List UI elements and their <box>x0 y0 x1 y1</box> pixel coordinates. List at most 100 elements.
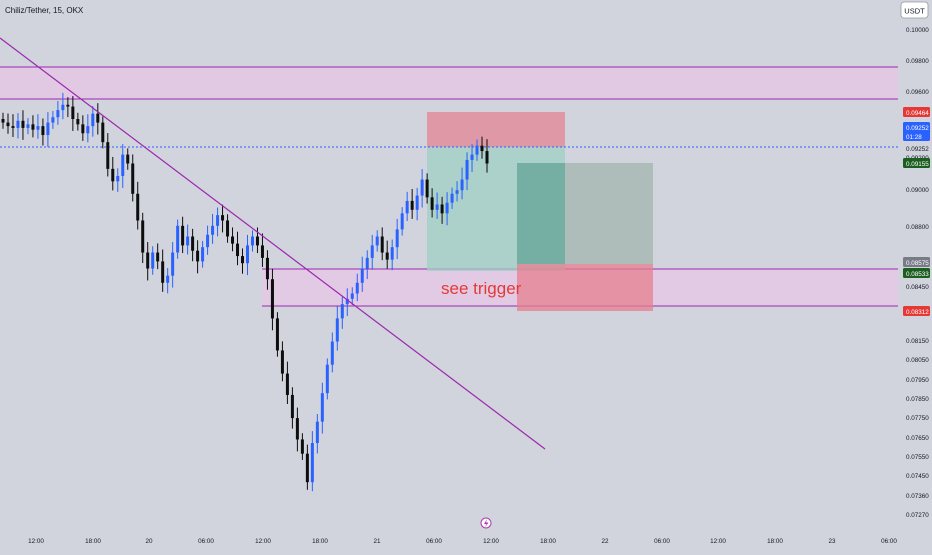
candle-body[interactable] <box>415 195 419 210</box>
candle-body[interactable] <box>36 126 40 130</box>
candle-body[interactable] <box>1 119 5 123</box>
candle-body[interactable] <box>375 236 379 246</box>
candle-body[interactable] <box>121 154 125 176</box>
candle-body[interactable] <box>46 122 50 136</box>
candle-body[interactable] <box>106 142 110 169</box>
candle-body[interactable] <box>191 236 195 251</box>
candle-body[interactable] <box>201 247 205 262</box>
candle-body[interactable] <box>440 204 444 214</box>
candle-body[interactable] <box>430 197 434 210</box>
candle-body[interactable] <box>325 364 329 394</box>
position2-stop-zone[interactable] <box>517 264 653 311</box>
candle-body[interactable] <box>86 126 90 134</box>
candle-body[interactable] <box>365 257 369 269</box>
candle-body[interactable] <box>176 225 180 253</box>
candle-body[interactable] <box>315 421 319 444</box>
candle-body[interactable] <box>71 106 75 120</box>
candle-body[interactable] <box>16 120 20 128</box>
candle-body[interactable] <box>270 279 274 319</box>
candle-body[interactable] <box>280 350 284 374</box>
candle-body[interactable] <box>475 145 479 155</box>
candle-body[interactable] <box>211 225 215 235</box>
candle-body[interactable] <box>305 453 309 483</box>
candle-body[interactable] <box>370 245 374 258</box>
candle-body[interactable] <box>136 193 140 221</box>
candle-body[interactable] <box>31 124 35 130</box>
descending-trendline[interactable] <box>0 37 546 450</box>
upper-zone[interactable] <box>0 67 898 99</box>
candle-body[interactable] <box>156 252 160 262</box>
candle-body[interactable] <box>111 168 115 182</box>
candle-body[interactable] <box>236 243 240 257</box>
candle-body[interactable] <box>241 256 245 264</box>
candle-body[interactable] <box>355 282 359 294</box>
candle-body[interactable] <box>420 179 424 196</box>
candle-body[interactable] <box>231 236 235 244</box>
candle-body[interactable] <box>161 261 165 283</box>
candle-body[interactable] <box>41 126 45 136</box>
candle-body[interactable] <box>81 124 85 134</box>
candle-body[interactable] <box>330 341 334 365</box>
candle-body[interactable] <box>260 245 264 258</box>
candle-body[interactable] <box>186 236 190 246</box>
currency-button[interactable]: USDT <box>900 1 929 19</box>
candle-body[interactable] <box>6 122 10 127</box>
candle-body[interactable] <box>295 418 299 440</box>
candle-body[interactable] <box>255 236 259 246</box>
candle-body[interactable] <box>395 229 399 248</box>
candle-body[interactable] <box>405 200 409 214</box>
candle-body[interactable] <box>390 247 394 260</box>
candle-body[interactable] <box>91 113 95 127</box>
candle-body[interactable] <box>141 220 145 253</box>
candle-body[interactable] <box>300 439 304 454</box>
candle-body[interactable] <box>151 252 155 269</box>
candle-body[interactable] <box>101 122 105 143</box>
currency-button-label[interactable]: USDT <box>904 7 925 16</box>
candle-body[interactable] <box>26 124 30 128</box>
candle-body[interactable] <box>345 298 349 305</box>
candle-body[interactable] <box>485 151 489 164</box>
candle-body[interactable] <box>66 104 70 107</box>
candle-body[interactable] <box>275 318 279 351</box>
candle-body[interactable] <box>470 154 474 160</box>
candle-body[interactable] <box>96 113 100 123</box>
candle-body[interactable] <box>181 225 185 246</box>
candle-body[interactable] <box>51 117 55 123</box>
candle-body[interactable] <box>340 304 344 319</box>
candle-body[interactable] <box>226 220 230 237</box>
candle-body[interactable] <box>445 202 449 214</box>
candle-body[interactable] <box>250 236 254 246</box>
candle-body[interactable] <box>285 373 289 395</box>
candle-body[interactable] <box>460 179 464 191</box>
candle-body[interactable] <box>455 190 459 194</box>
candle-body[interactable] <box>171 252 175 276</box>
candle-body[interactable] <box>410 200 414 210</box>
candle-body[interactable] <box>206 234 210 248</box>
candle-body[interactable] <box>131 163 135 194</box>
see-trigger-annotation[interactable]: see trigger <box>441 279 522 298</box>
currency-button-bg[interactable] <box>900 1 929 19</box>
candle-body[interactable] <box>221 215 225 221</box>
candle-body[interactable] <box>380 236 384 253</box>
candle-body[interactable] <box>11 126 15 128</box>
candle-body[interactable] <box>385 252 389 260</box>
candle-body[interactable] <box>435 204 439 210</box>
candle-body[interactable] <box>196 250 200 262</box>
candle-body[interactable] <box>216 215 220 226</box>
symbol-title[interactable]: Chiliz/Tether, 15, OKX <box>5 6 84 15</box>
candle-body[interactable] <box>21 120 25 128</box>
candle-body[interactable] <box>56 110 60 118</box>
candle-body[interactable] <box>335 318 339 342</box>
candle-body[interactable] <box>126 154 130 164</box>
candle-body[interactable] <box>310 443 314 483</box>
candle-body[interactable] <box>465 159 469 180</box>
candle-body[interactable] <box>265 257 269 280</box>
candle-body[interactable] <box>400 213 404 230</box>
candle-body[interactable] <box>245 245 249 264</box>
event-marker[interactable] <box>480 517 492 529</box>
candle-body[interactable] <box>290 394 294 419</box>
candle-body[interactable] <box>360 268 364 283</box>
candle-body[interactable] <box>61 104 65 111</box>
candle-body[interactable] <box>480 145 484 152</box>
